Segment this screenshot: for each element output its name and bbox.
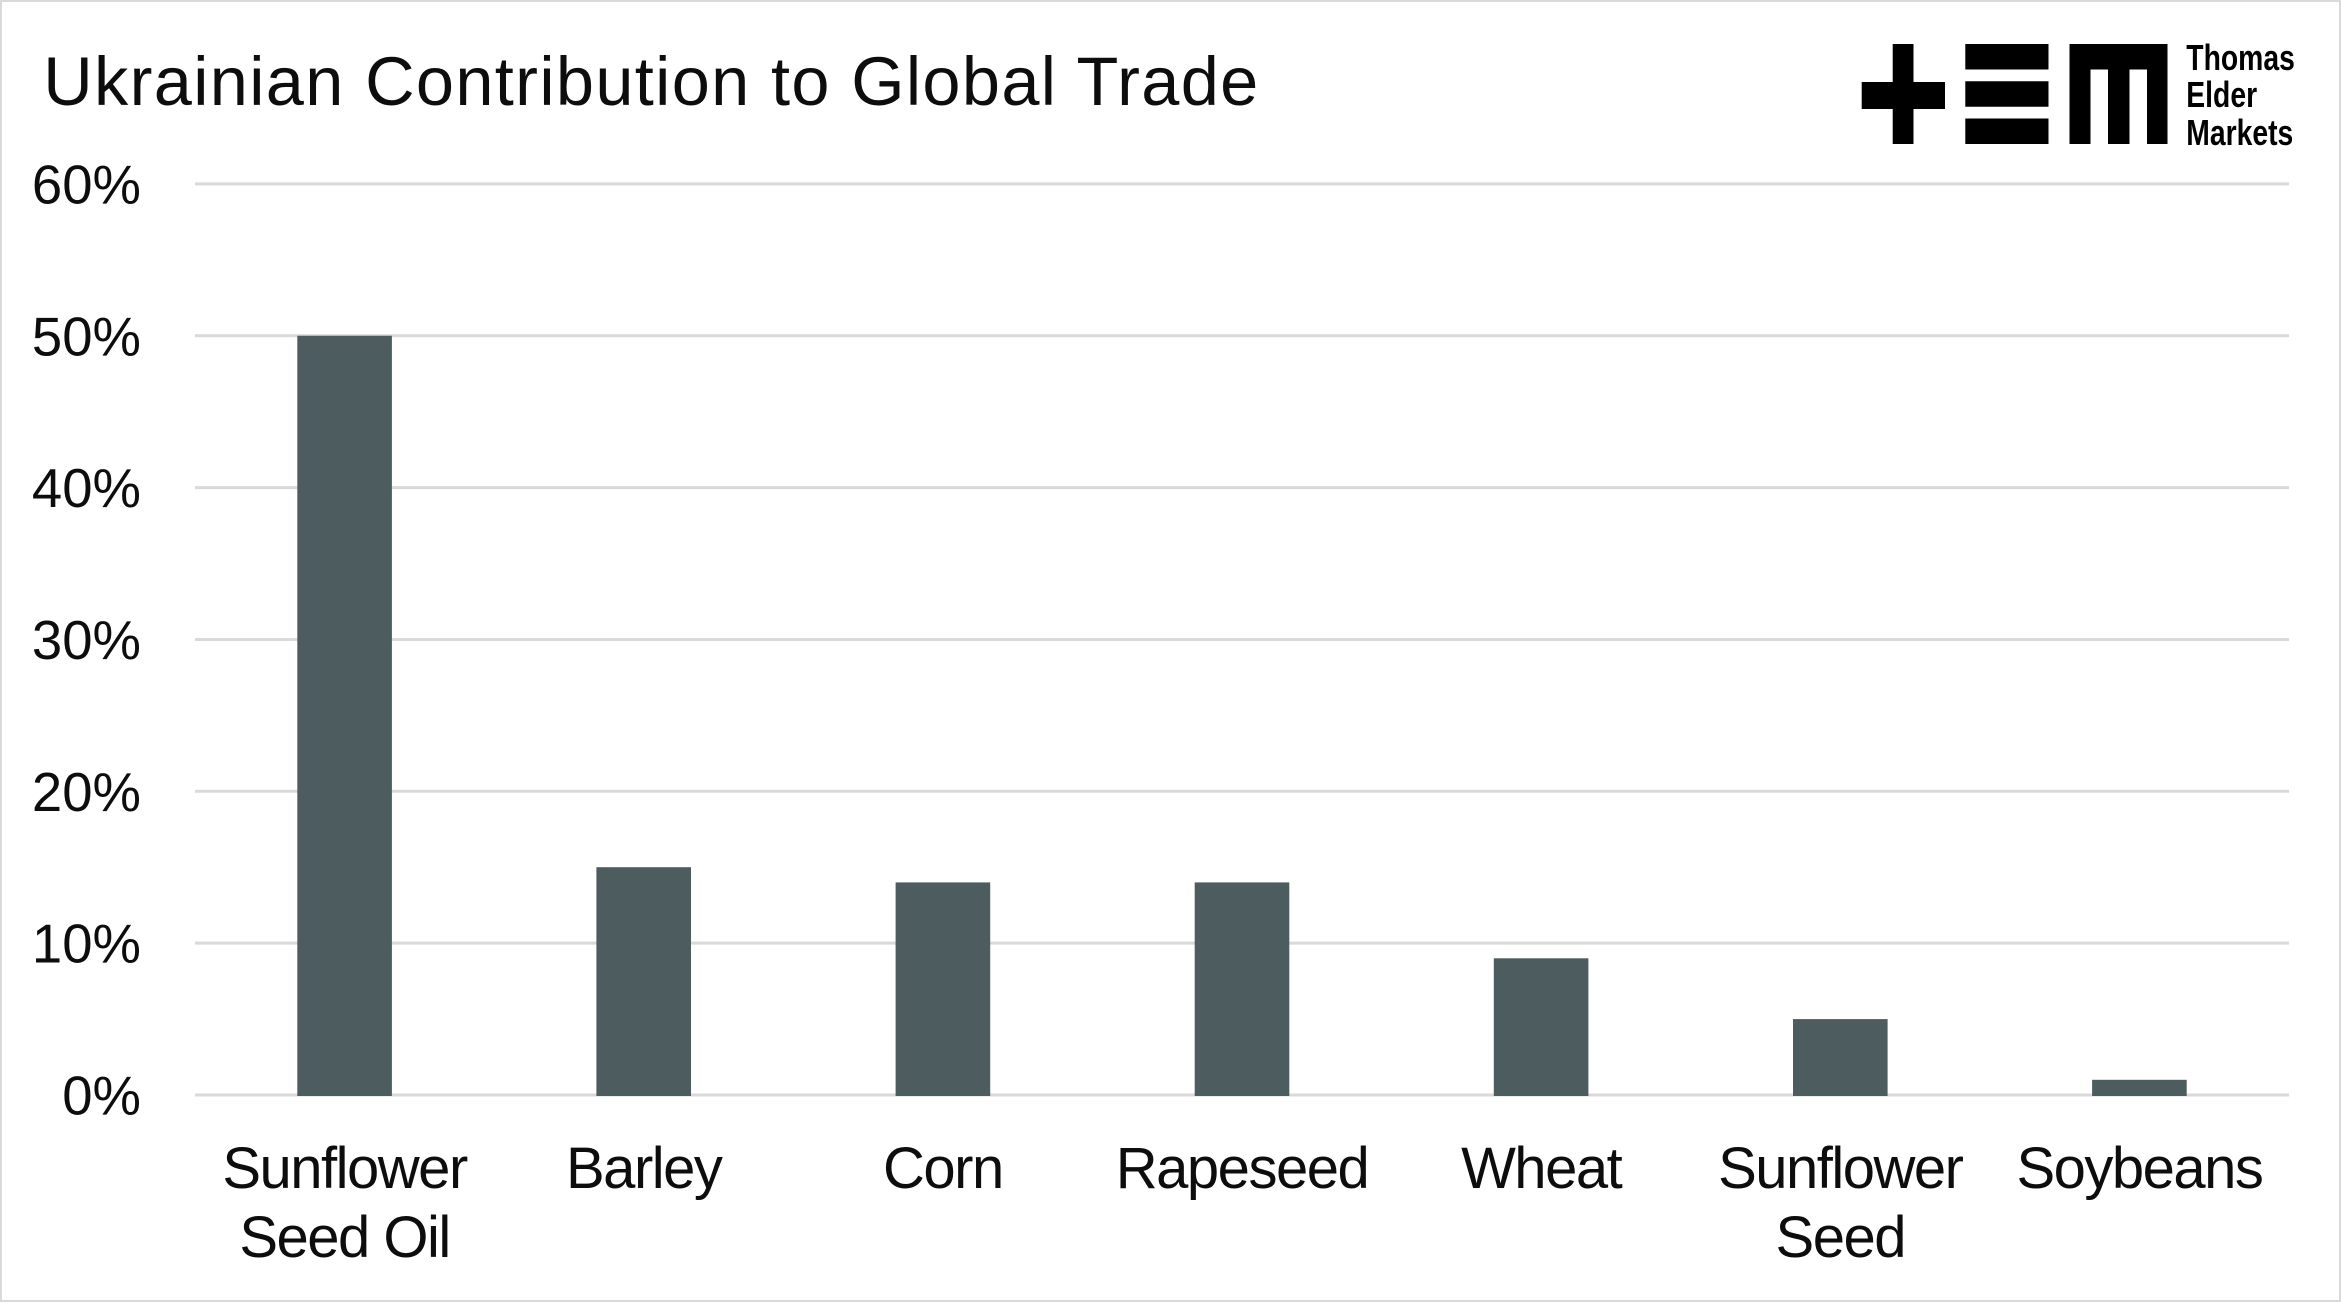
svg-text:Rapeseed: Rapeseed [1116, 1136, 1368, 1201]
svg-text:20%: 20% [32, 762, 141, 823]
svg-text:Thomas: Thomas [2186, 38, 2295, 78]
svg-text:Seed: Seed [1776, 1205, 1905, 1270]
svg-text:Sunflower: Sunflower [222, 1136, 468, 1201]
svg-text:Elder: Elder [2186, 74, 2257, 114]
svg-text:Markets: Markets [2186, 113, 2293, 153]
svg-text:Barley: Barley [566, 1136, 723, 1201]
svg-text:30%: 30% [32, 610, 141, 671]
svg-text:10%: 10% [32, 914, 141, 975]
svg-text:Ukrainian Contribution to Glob: Ukrainian Contribution to Global Trade [43, 43, 1259, 120]
svg-text:Seed Oil: Seed Oil [239, 1205, 449, 1270]
svg-text:40%: 40% [32, 458, 141, 519]
svg-text:Soybeans: Soybeans [2016, 1136, 2262, 1201]
svg-text:Wheat: Wheat [1461, 1136, 1623, 1201]
svg-text:50%: 50% [32, 306, 141, 367]
svg-text:Sunflower: Sunflower [1718, 1136, 1964, 1201]
svg-text:Corn: Corn [883, 1136, 1003, 1201]
svg-text:0%: 0% [62, 1066, 141, 1127]
svg-text:60%: 60% [32, 154, 141, 215]
